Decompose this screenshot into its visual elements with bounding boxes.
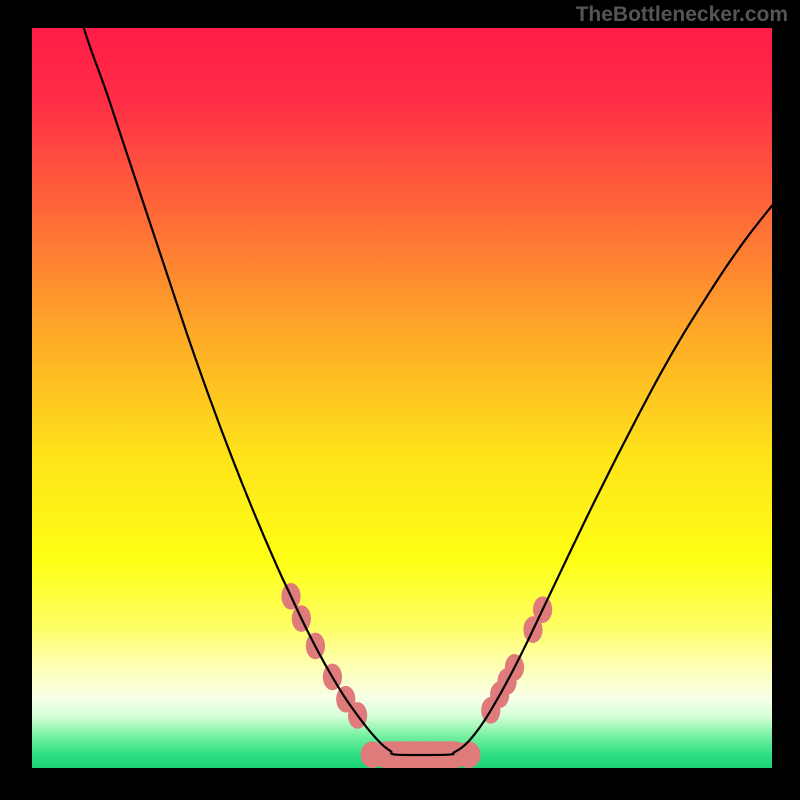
chart-frame: TheBottlenecker.com xyxy=(0,0,800,800)
watermark-text: TheBottlenecker.com xyxy=(576,4,788,25)
plot-svg xyxy=(32,28,772,768)
gradient-background xyxy=(32,28,772,768)
plot-area xyxy=(32,28,772,768)
